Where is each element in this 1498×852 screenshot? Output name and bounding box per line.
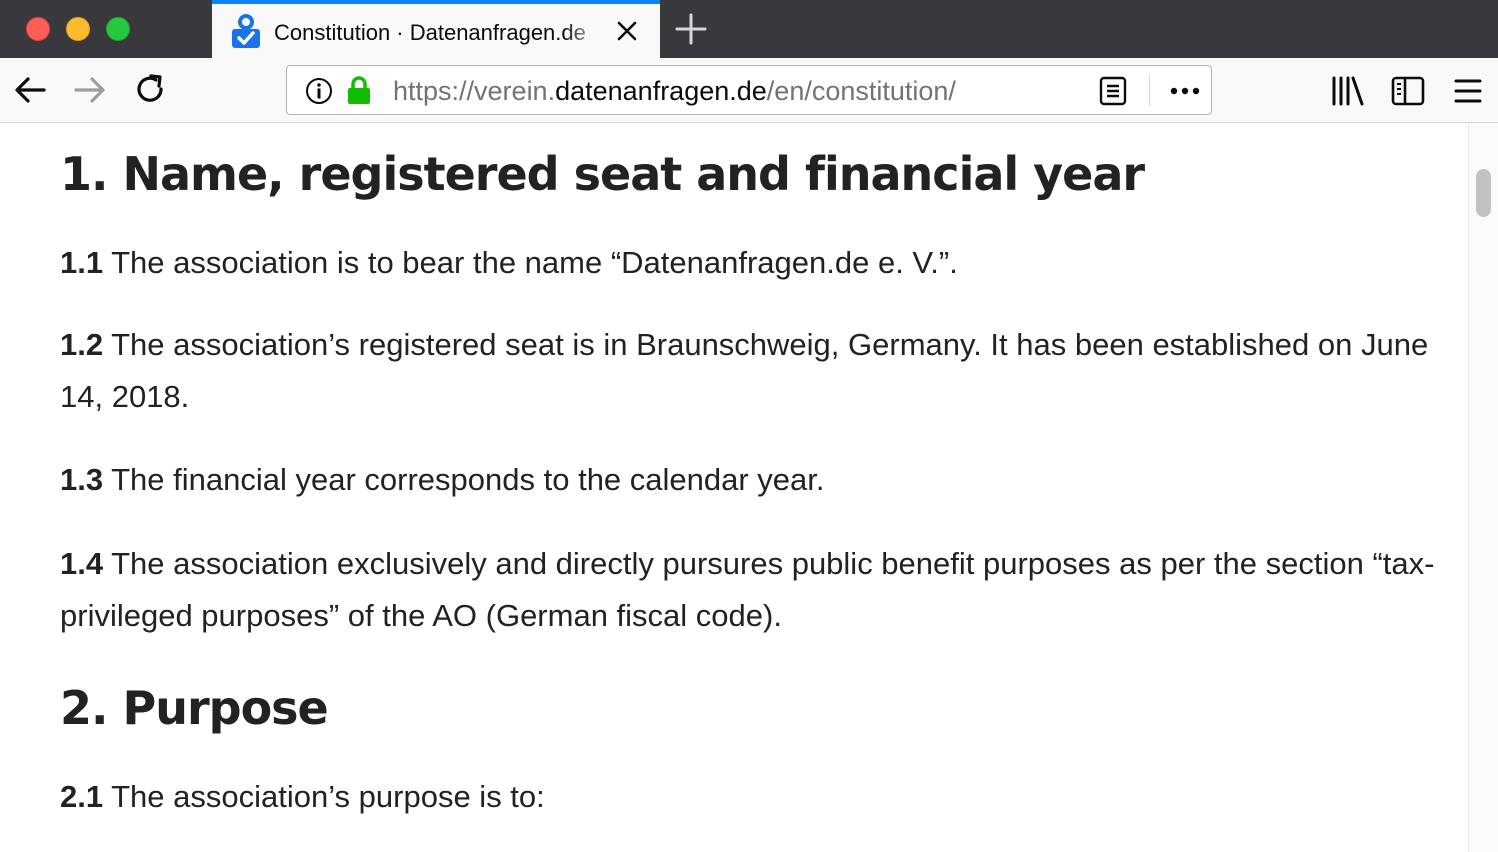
paragraph: 1.1 The association is to bear the name “… [60,237,1440,289]
more-actions-icon[interactable] [1167,79,1203,103]
reload-icon[interactable] [132,72,168,108]
url-host: datenanfragen.de [555,76,767,106]
clause-number: 1.2 [60,327,104,362]
scrollbar-thumb[interactable] [1476,169,1491,217]
clause-text: The association’s registered seat is in … [60,327,1429,414]
navigation-toolbar: https://verein.datenanfragen.de/en/const… [0,58,1498,123]
section-heading: 1. Name, registered seat and financial y… [60,147,1145,201]
url-path: /en/constitution/ [766,76,956,106]
vertical-scrollbar[interactable] [1468,123,1498,852]
clause-number: 2.1 [60,779,104,814]
datenanfragen-logo-icon [232,14,260,48]
paragraph: 1.2 The association’s registered seat is … [60,319,1440,423]
clause-text: The association is to bear the name “Dat… [111,245,958,280]
section-heading: 2. Purpose [60,681,329,735]
clause-number: 1.4 [60,546,104,581]
url-prefix: https://verein. [393,76,556,106]
plus-icon[interactable] [674,12,708,46]
tab-title: Constitution · Datenanfragen.de [274,20,586,45]
title-bar: Constitution · Datenanfragen.de [0,0,1498,58]
window-minimize-button[interactable] [66,17,90,41]
clause-number: 1.3 [60,462,104,497]
page-content: 1. Name, registered seat and financial y… [0,123,1468,852]
clause-text: The financial year corresponds to the ca… [111,462,825,497]
lock-icon[interactable] [345,75,373,105]
paragraph: 2.1 The association’s purpose is to: [60,771,1440,823]
paragraph: 1.3 The financial year corresponds to the… [60,454,1440,506]
menu-icon[interactable] [1450,74,1486,108]
clause-number: 1.1 [60,245,104,280]
clause-text: The association exclusively and directly… [60,546,1435,633]
sidebar-icon[interactable] [1390,74,1426,108]
back-arrow-icon[interactable] [12,72,48,108]
info-icon[interactable] [305,77,333,105]
window-close-button[interactable] [26,17,50,41]
url-bar[interactable]: https://verein.datenanfragen.de/en/const… [286,65,1212,115]
forward-arrow-icon[interactable] [72,72,108,108]
clause-text: The association’s purpose is to: [111,779,545,814]
window-maximize-button[interactable] [106,17,130,41]
browser-tab-active[interactable]: Constitution · Datenanfragen.de [212,0,660,58]
paragraph: 1.4 The association exclusively and direc… [60,538,1440,642]
library-icon[interactable] [1330,74,1366,108]
url-bar-divider [1149,74,1150,106]
tab-close-icon[interactable] [614,18,640,44]
reader-view-icon[interactable] [1099,76,1127,106]
url-text[interactable]: https://verein.datenanfragen.de/en/const… [393,74,956,108]
